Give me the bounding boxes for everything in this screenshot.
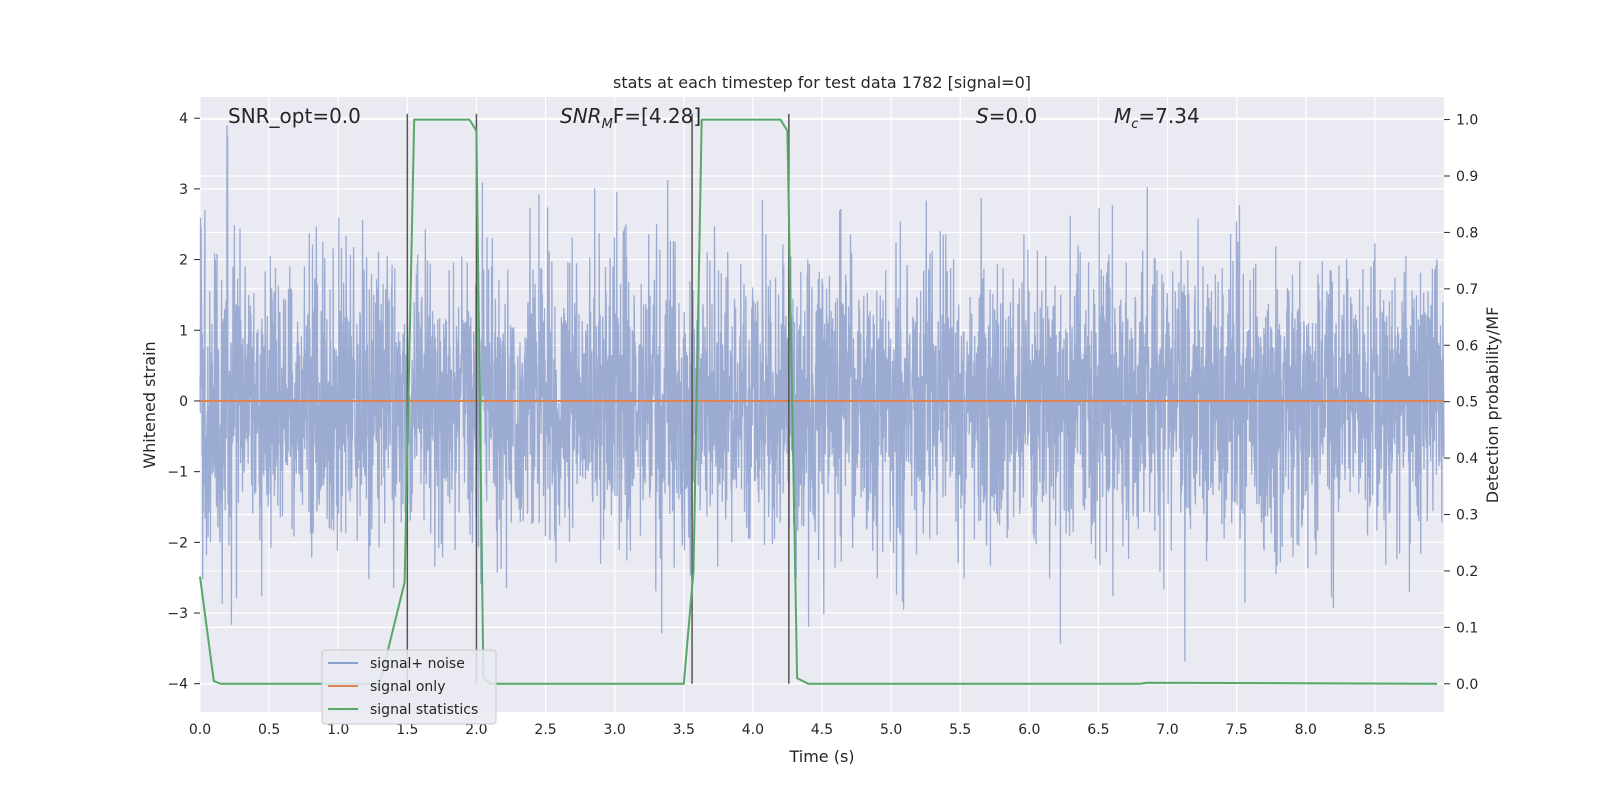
annotation-s: S=0.0 [976, 104, 1037, 128]
x-tick-label: 4.0 [742, 722, 764, 738]
y-axis-label-right: Detection probability/MF [1483, 307, 1502, 504]
y-tick-label-left: 3 [179, 182, 188, 198]
x-tick-label: 2.5 [534, 722, 556, 738]
mc-prefix: M [1114, 104, 1131, 128]
y-tick-label-right: 0.2 [1456, 564, 1478, 580]
x-tick-label: 0.5 [258, 722, 280, 738]
snr-mf-suffix: F=[4.28] [613, 104, 701, 128]
legend-label-noise: signal+ noise [370, 656, 465, 672]
x-tick-label: 8.5 [1364, 722, 1386, 738]
x-tick-label: 3.0 [604, 722, 626, 738]
x-tick-label: 7.0 [1156, 722, 1178, 738]
y-tick-label-left: 1 [179, 323, 188, 339]
legend-label-signal: signal only [370, 679, 445, 695]
annotation-snr-opt: SNR_opt=0.0 [228, 104, 361, 128]
y-tick-label-left: −4 [167, 677, 188, 693]
y-tick-label-right: 0.0 [1456, 677, 1478, 693]
y-tick-label-right: 0.9 [1456, 169, 1478, 185]
annotation-mc: Mc=7.34 [1114, 104, 1200, 132]
x-tick-label: 0.0 [189, 722, 211, 738]
x-ticks: 0.0 0.5 1.0 1.5 2.0 2.5 3.0 3.5 4.0 4.5 5.0 5.5 6.0 6… [189, 722, 1386, 738]
s-prefix: S [976, 104, 989, 128]
y-tick-label-left: 4 [179, 111, 188, 127]
y-tick-label-left: −1 [167, 465, 188, 481]
y-tick-label-right: 1.0 [1456, 113, 1478, 129]
y-tick-label-right: 0.7 [1456, 282, 1478, 298]
y-ticks-left: 4 3 2 1 0 −1 −2 −3 −4 [167, 111, 200, 693]
y-tick-label-left: −3 [167, 606, 188, 622]
snr-mf-sub: M [602, 117, 613, 132]
x-tick-label: 8.0 [1295, 722, 1317, 738]
y-tick-label-right: 0.4 [1456, 451, 1478, 467]
y-tick-label-right: 0.6 [1456, 338, 1478, 354]
y-axis-label-left: Whitened strain [140, 341, 159, 468]
mc-sub: c [1131, 117, 1138, 132]
y-tick-label-right: 0.5 [1456, 395, 1478, 411]
y-tick-label-left: 2 [179, 253, 188, 269]
y-tick-label-right: 0.1 [1456, 620, 1478, 636]
x-tick-label: 3.5 [673, 722, 695, 738]
mc-suffix: =7.34 [1138, 104, 1199, 128]
x-tick-label: 6.0 [1018, 722, 1040, 738]
legend-label-stats: signal statistics [370, 702, 478, 718]
x-tick-label: 6.5 [1087, 722, 1109, 738]
x-axis-label: Time (s) [788, 747, 854, 766]
y-tick-label-left: 0 [179, 394, 188, 410]
x-tick-label: 5.0 [880, 722, 902, 738]
chart-title: stats at each timestep for test data 178… [613, 73, 1031, 92]
y-tick-label-right: 0.3 [1456, 508, 1478, 524]
y-tick-label-right: 0.8 [1456, 225, 1478, 241]
x-tick-label: 5.5 [949, 722, 971, 738]
s-suffix: =0.0 [989, 104, 1038, 128]
snr-mf-prefix: SNR [560, 104, 602, 128]
annotation-snr-mf: SNRMF=[4.28] [560, 104, 701, 132]
x-tick-label: 1.5 [396, 722, 418, 738]
x-tick-label: 1.0 [327, 722, 349, 738]
x-tick-label: 7.5 [1226, 722, 1248, 738]
y-tick-label-left: −2 [167, 535, 188, 551]
x-tick-label: 2.0 [465, 722, 487, 738]
x-tick-label: 4.5 [811, 722, 833, 738]
y-ticks-right: 1.0 0.9 0.8 0.7 0.6 0.5 0.4 0.3 0.2 0.1 0.0 [1444, 113, 1478, 693]
legend: signal+ noise signal only signal statist… [321, 649, 497, 725]
legend-box [321, 649, 497, 725]
